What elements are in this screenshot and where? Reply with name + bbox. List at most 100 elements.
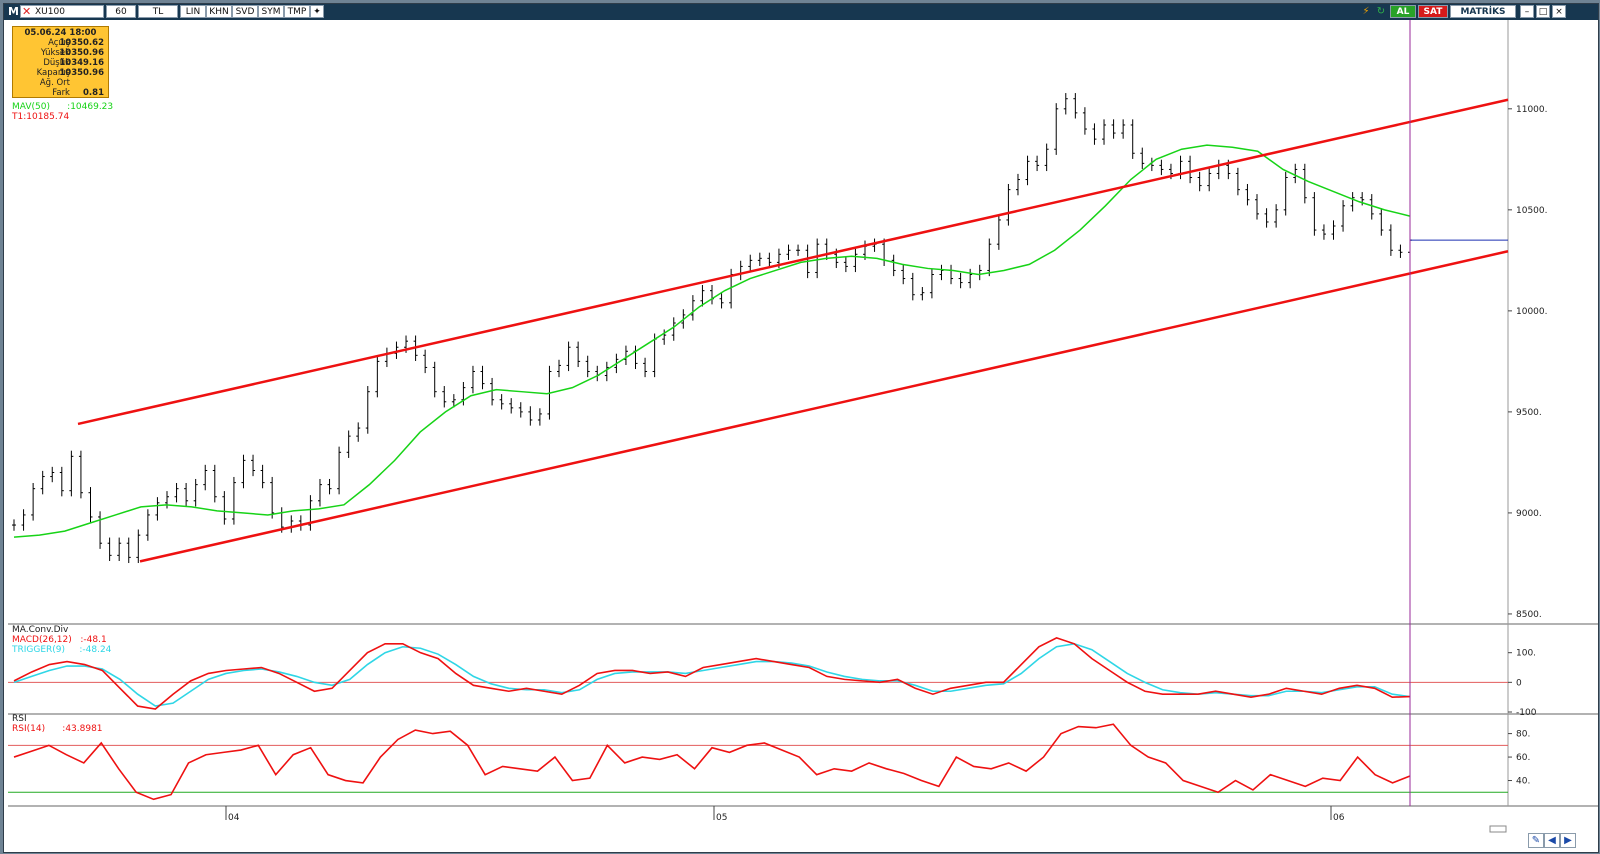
price-bar <box>231 476 236 525</box>
rsi-y-tick-label: 60. <box>1516 753 1530 763</box>
price-bar <box>537 408 542 426</box>
price-bar <box>557 359 562 378</box>
price-bar <box>1369 194 1374 220</box>
price-bar <box>50 466 55 483</box>
price-bar <box>126 537 131 564</box>
price-bar <box>786 244 791 260</box>
lin-button[interactable]: LIN <box>180 5 206 18</box>
info-date: 05.06.24 18:00 <box>24 28 97 38</box>
x-tick-label: 06 <box>1333 813 1345 823</box>
currency-selector[interactable]: TL <box>138 5 178 18</box>
close-icon[interactable]: × <box>1552 5 1566 18</box>
menu-button[interactable]: M <box>8 5 19 18</box>
price-bar <box>88 487 93 523</box>
price-bar <box>12 519 16 531</box>
scroll-left-icon[interactable]: ◀ <box>1544 833 1560 848</box>
price-bar <box>31 483 36 521</box>
price-bar <box>1293 163 1298 184</box>
chart-toolbar: M XU100 ✕ 60 TL LIN KHN SVD SYM TMP ✦ ⚡ … <box>4 4 1598 20</box>
price-bar <box>1111 119 1116 139</box>
chart-area: 8500. 9000. 9500. 10000. 10500. 11000. 04 05 06 1… <box>8 20 1598 850</box>
drawing-tool-icon[interactable]: ✎ <box>1528 833 1544 848</box>
price-bar <box>1283 171 1288 216</box>
sym-button[interactable]: SYM <box>258 5 284 18</box>
price-bar <box>738 260 743 281</box>
price-y-tick-label: 10000. <box>1516 307 1548 317</box>
price-bar <box>518 402 523 418</box>
price-bar <box>700 285 705 307</box>
lightning-icon[interactable]: ⚡ <box>1362 6 1370 17</box>
chart-window: M XU100 ✕ 60 TL LIN KHN SVD SYM TMP ✦ ⚡ … <box>3 3 1599 853</box>
sell-button[interactable]: SAT <box>1418 5 1448 18</box>
price-bar <box>145 509 150 541</box>
price-bar <box>308 495 313 531</box>
price-bar <box>767 252 772 269</box>
price-bar <box>623 345 628 366</box>
price-bar <box>690 295 695 321</box>
price-bar <box>184 483 189 507</box>
price-bar <box>212 464 217 503</box>
info-row-wavg: Ağ. Ort <box>39 78 70 88</box>
price-bar <box>1245 183 1250 206</box>
price-bar <box>824 238 829 260</box>
price-bar <box>193 478 198 507</box>
price-bar <box>251 454 256 477</box>
twitter-icon[interactable]: ✦ <box>310 5 324 18</box>
price-bar <box>203 464 208 491</box>
buy-button[interactable]: AL <box>1390 5 1416 18</box>
price-bar <box>968 268 973 289</box>
price-bar <box>442 386 447 408</box>
price-bar <box>423 349 428 374</box>
price-bar <box>633 345 638 370</box>
tmp-button[interactable]: TMP <box>284 5 310 18</box>
price-bar <box>1274 204 1279 228</box>
price-bar <box>576 341 581 368</box>
price-bar <box>298 515 303 531</box>
refresh-icon[interactable]: ↻ <box>1376 6 1386 17</box>
price-bar <box>317 478 322 507</box>
price-bar <box>796 244 801 256</box>
price-bar <box>1379 208 1384 236</box>
minimize-icon[interactable]: – <box>1520 5 1534 18</box>
price-bar <box>509 398 514 414</box>
price-bar <box>710 285 714 305</box>
price-bar <box>929 268 934 299</box>
price-bar <box>346 430 351 458</box>
symbol-selector[interactable]: XU100 <box>20 5 104 18</box>
price-bar <box>595 365 600 382</box>
price-bar <box>1159 159 1164 176</box>
price-bar <box>1331 220 1336 240</box>
remove-symbol-icon[interactable]: ✕ <box>22 5 32 18</box>
price-bar <box>843 256 848 273</box>
maximize-icon[interactable]: □ <box>1536 5 1550 18</box>
price-y-tick-label: 10500. <box>1516 206 1548 216</box>
price-bar <box>1178 155 1183 180</box>
scroll-right-icon[interactable]: ▶ <box>1560 833 1576 848</box>
price-bar <box>757 252 762 267</box>
chart-svg: 8500. 9000. 9500. 10000. 10500. 11000. 04 05 06 1… <box>8 20 1598 833</box>
macd-y-tick-label: 100. <box>1516 649 1536 659</box>
svd-button[interactable]: SVD <box>232 5 258 18</box>
price-bar <box>289 515 294 533</box>
rsi-y-tick-label: 80. <box>1516 730 1530 740</box>
price-bar <box>977 264 982 281</box>
mav-legend: MAV(50) :10469.23 <box>12 102 114 112</box>
khn-button[interactable]: KHN <box>206 5 232 18</box>
trigger-legend: TRIGGER(9) :-48.24 <box>12 645 112 655</box>
price-bar <box>375 355 380 398</box>
price-bar <box>164 491 169 509</box>
price-bar <box>461 381 466 406</box>
price-bar <box>1054 103 1059 155</box>
price-bar <box>1035 155 1040 172</box>
price-bar <box>910 272 915 301</box>
price-bar <box>98 511 103 549</box>
price-bar <box>1207 167 1212 192</box>
period-selector[interactable]: 60 <box>106 5 136 18</box>
price-bar <box>853 248 858 273</box>
price-bar <box>1312 192 1317 236</box>
price-bar <box>384 347 389 368</box>
price-bar <box>1121 119 1126 139</box>
price-bar <box>327 478 332 495</box>
rsi-title: RSI <box>12 714 27 724</box>
price-bar <box>451 394 456 408</box>
